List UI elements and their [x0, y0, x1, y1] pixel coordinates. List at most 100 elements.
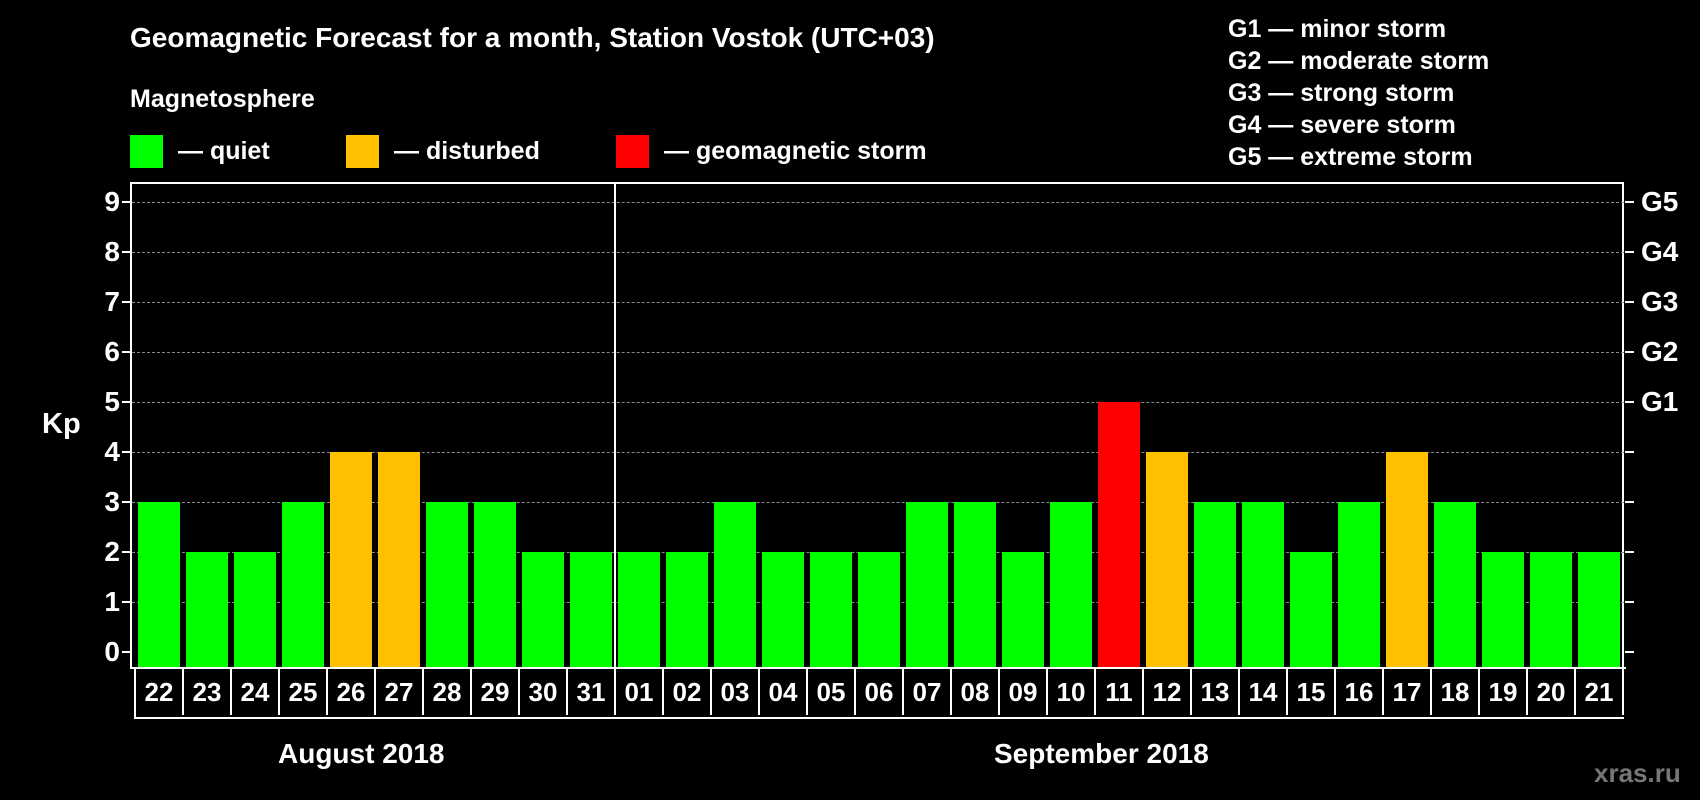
bar-quiet: [570, 552, 612, 667]
legend-item-disturbed: — disturbed: [346, 134, 540, 168]
bar-quiet: [810, 552, 852, 667]
x-tick-label: 07: [904, 669, 952, 715]
y-tick-label: 0: [104, 636, 120, 667]
x-tick-label: 27: [376, 669, 424, 715]
legend-swatch-quiet: [130, 134, 163, 168]
x-tick-label: 21: [1576, 669, 1624, 715]
y-tick-mark: [122, 651, 131, 653]
y-tick-label: 1: [104, 586, 120, 617]
gridline: [132, 452, 1624, 453]
x-tick-label: 19: [1480, 669, 1528, 715]
y-tick-mark: [122, 601, 131, 603]
y-tick-mark-right: [1625, 201, 1634, 203]
bar-quiet: [426, 502, 468, 667]
gridline: [132, 402, 1624, 403]
storm-level-label: G4: [1641, 236, 1679, 267]
y-tick-mark-right: [1625, 501, 1634, 503]
bar-quiet: [282, 502, 324, 667]
bar-quiet: [714, 502, 756, 667]
storm-scale-g3: G3 — strong storm: [1228, 79, 1455, 107]
x-tick-label: 17: [1384, 669, 1432, 715]
y-tick-label: 4: [104, 436, 120, 467]
gridline: [132, 202, 1624, 203]
x-tick-label: 11: [1096, 669, 1144, 715]
x-tick-label: 15: [1288, 669, 1336, 715]
bar-disturbed: [1386, 452, 1428, 667]
x-tick-label: 24: [232, 669, 280, 715]
y-tick-mark-right: [1625, 251, 1634, 253]
bar-quiet: [1242, 502, 1284, 667]
bar-quiet: [1578, 552, 1620, 667]
storm-scale-g4: G4 — severe storm: [1228, 111, 1456, 139]
storm-scale-g1: G1 — minor storm: [1228, 15, 1447, 43]
storm-level-label: G3: [1641, 286, 1679, 317]
x-tick-label: 10: [1048, 669, 1096, 715]
bar-disturbed: [1146, 452, 1188, 667]
bar-quiet: [1434, 502, 1476, 667]
bar-quiet: [138, 502, 180, 667]
legend-label: — geomagnetic storm: [664, 136, 927, 165]
bar-disturbed: [330, 452, 372, 667]
bar-disturbed: [378, 452, 420, 667]
legend-label: — quiet: [178, 136, 270, 165]
x-tick-label: 05: [808, 669, 856, 715]
x-tick-label: 12: [1144, 669, 1192, 715]
x-tick-label: 09: [1000, 669, 1048, 715]
bar-quiet: [1194, 502, 1236, 667]
x-tick-label: 06: [856, 669, 904, 715]
legend-item-storm: — geomagnetic storm: [616, 134, 927, 168]
y-tick-label: 8: [104, 236, 120, 267]
bar-quiet: [1050, 502, 1092, 667]
y-tick-mark: [122, 201, 131, 203]
y-tick-mark-right: [1625, 401, 1634, 403]
x-tick-label: 02: [664, 669, 712, 715]
watermark: xras.ru: [1594, 758, 1681, 788]
bar-quiet: [522, 552, 564, 667]
legend-swatch-disturbed: [346, 134, 379, 168]
y-tick-label: 2: [104, 536, 120, 567]
storm-level-label: G1: [1641, 386, 1679, 417]
y-tick-mark: [122, 451, 131, 453]
x-tick-label: 16: [1336, 669, 1384, 715]
x-tick-label: 25: [280, 669, 328, 715]
storm-level-label: G2: [1641, 336, 1679, 367]
legend-label: — disturbed: [394, 136, 540, 165]
gridline: [132, 352, 1624, 353]
bar-quiet: [762, 552, 804, 667]
chart-title: Geomagnetic Forecast for a month, Statio…: [130, 22, 935, 53]
plot-area: [130, 182, 1624, 668]
bar-quiet: [618, 552, 660, 667]
x-tick-label: 08: [952, 669, 1000, 715]
gridline: [132, 302, 1624, 303]
y-tick-mark: [122, 251, 131, 253]
y-tick-label: 3: [104, 486, 120, 517]
month-label-september: September 2018: [994, 738, 1209, 769]
x-tick-label: 03: [712, 669, 760, 715]
x-tick-label: 31: [568, 669, 616, 715]
x-tick-label: 01: [616, 669, 664, 715]
storm-scale-legend: G1 — minor storm G2 — moderate storm G3 …: [1228, 14, 1489, 174]
x-tick-label: 29: [472, 669, 520, 715]
x-axis-line: [130, 667, 1626, 669]
x-axis-day-labels: 22 23 24 25 26 27 28 29 30 31 01 02 03 04 05 06 07 08 09 10…: [134, 669, 1624, 719]
y-tick-label: 6: [104, 336, 120, 367]
y-tick-mark-right: [1625, 301, 1634, 303]
bar-storm: [1098, 402, 1140, 667]
y-tick-label: 5: [104, 386, 120, 417]
legend-item-quiet: — quiet: [130, 134, 270, 168]
y-tick-mark: [122, 501, 131, 503]
month-label-august: August 2018: [278, 738, 445, 769]
bar-quiet: [666, 552, 708, 667]
y-tick-mark-right: [1625, 651, 1634, 653]
bar-quiet: [1290, 552, 1332, 667]
y-tick-mark-right: [1625, 601, 1634, 603]
storm-level-label: G5: [1641, 186, 1679, 217]
x-tick-label: 04: [760, 669, 808, 715]
month-divider: [614, 182, 616, 668]
x-tick-label: 14: [1240, 669, 1288, 715]
bar-quiet: [954, 502, 996, 667]
x-tick-label: 30: [520, 669, 568, 715]
y-tick-label: 9: [104, 186, 120, 217]
gridline: [132, 252, 1624, 253]
y-tick-mark-right: [1625, 451, 1634, 453]
